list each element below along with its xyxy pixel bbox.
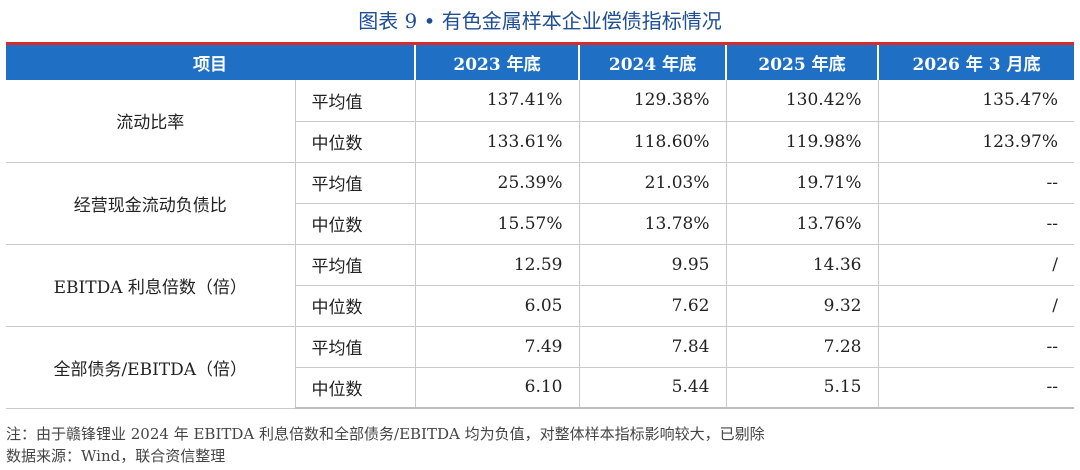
header-item: 项目 <box>6 45 416 80</box>
table-cell: 13.76% <box>726 203 879 245</box>
table-row: 中位数 15.57% 13.78% 13.76% -- <box>6 203 1074 245</box>
header-year: 2025 年底 <box>726 45 879 80</box>
table-cell: 119.98% <box>726 121 879 163</box>
table-cell: 6.10 <box>415 367 580 409</box>
title-rule <box>6 42 1074 45</box>
metric-label: 经营现金流动负债比 <box>6 162 296 245</box>
solvency-table: 项目 2023 年底 2024 年底 2025 年底 2026 年 3 月底 流… <box>6 45 1074 409</box>
table-cell: -- <box>878 326 1074 368</box>
table-cell: / <box>878 244 1074 286</box>
table-cell: 19.71% <box>726 162 879 204</box>
table-cell: 15.57% <box>415 203 580 245</box>
table-cell: 133.61% <box>415 121 580 163</box>
stat-label: 平均值 <box>295 244 416 286</box>
stat-label: 中位数 <box>295 121 416 163</box>
header-year: 2024 年底 <box>579 45 727 80</box>
header-row: 项目 2023 年底 2024 年底 2025 年底 2026 年 3 月底 <box>6 45 1074 80</box>
table-cell: 6.05 <box>415 285 580 327</box>
table-cell: -- <box>878 162 1074 204</box>
table-row: EBITDA 利息倍数（倍） 平均值 12.59 9.95 14.36 / <box>6 244 1074 327</box>
table-row: 中位数 6.05 7.62 9.32 / <box>6 285 1074 327</box>
table-row: 流动比率 平均值 137.41% 129.38% 130.42% 135.47% <box>6 80 1074 163</box>
table-cell: 13.78% <box>579 203 727 245</box>
table-cell: 7.49 <box>415 326 580 368</box>
table-cell: 7.28 <box>726 326 879 368</box>
table-cell: 7.84 <box>579 326 727 368</box>
table-cell: 7.62 <box>579 285 727 327</box>
table-cell: 21.03% <box>579 162 727 204</box>
table-cell: -- <box>878 367 1074 409</box>
table-cell: 5.15 <box>726 367 879 409</box>
table-cell: 130.42% <box>726 80 879 122</box>
footnote: 注：由于赣锋锂业 2024 年 EBITDA 利息倍数和全部债务/EBITDA … <box>6 425 765 443</box>
table-cell: 129.38% <box>579 80 727 122</box>
table-cell: 14.36 <box>726 244 879 286</box>
metric-label: 全部债务/EBITDA（倍） <box>6 326 296 409</box>
table-cell: 9.95 <box>579 244 727 286</box>
table-cell: 12.59 <box>415 244 580 286</box>
header-year: 2026 年 3 月底 <box>878 45 1074 80</box>
table-cell: 5.44 <box>579 367 727 409</box>
stat-label: 中位数 <box>295 203 416 245</box>
table-cell: -- <box>878 203 1074 245</box>
stat-label: 中位数 <box>295 367 416 409</box>
table-cell: 25.39% <box>415 162 580 204</box>
table-cell: 9.32 <box>726 285 879 327</box>
stat-label: 平均值 <box>295 326 416 368</box>
metric-label: 流动比率 <box>6 80 296 163</box>
table-cell: 118.60% <box>579 121 727 163</box>
table-row: 中位数 133.61% 118.60% 119.98% 123.97% <box>6 121 1074 163</box>
table-cell: 137.41% <box>415 80 580 122</box>
data-source: 数据来源：Wind，联合资信整理 <box>6 447 226 465</box>
table-cell: 123.97% <box>878 121 1074 163</box>
stat-label: 平均值 <box>295 162 416 204</box>
metric-label: EBITDA 利息倍数（倍） <box>6 244 296 327</box>
table-cell: / <box>878 285 1074 327</box>
table-row: 全部债务/EBITDA（倍） 平均值 7.49 7.84 7.28 -- <box>6 326 1074 409</box>
table-row: 经营现金流动负债比 平均值 25.39% 21.03% 19.71% -- <box>6 162 1074 245</box>
header-year: 2023 年底 <box>415 45 580 80</box>
table-cell: 135.47% <box>878 80 1074 122</box>
stat-label: 平均值 <box>295 80 416 122</box>
table-row: 中位数 6.10 5.44 5.15 -- <box>6 367 1074 409</box>
figure-title: 图表 9 • 有色金属样本企业偿债指标情况 <box>358 9 722 33</box>
stat-label: 中位数 <box>295 285 416 327</box>
